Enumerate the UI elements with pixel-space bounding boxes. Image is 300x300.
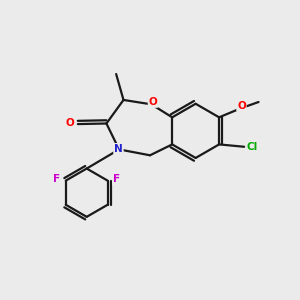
Text: O: O bbox=[65, 118, 74, 128]
Text: O: O bbox=[237, 100, 246, 110]
Text: O: O bbox=[148, 97, 157, 107]
Text: F: F bbox=[53, 174, 61, 184]
Text: Cl: Cl bbox=[247, 142, 258, 152]
Text: N: N bbox=[114, 144, 123, 154]
Text: F: F bbox=[113, 174, 120, 184]
